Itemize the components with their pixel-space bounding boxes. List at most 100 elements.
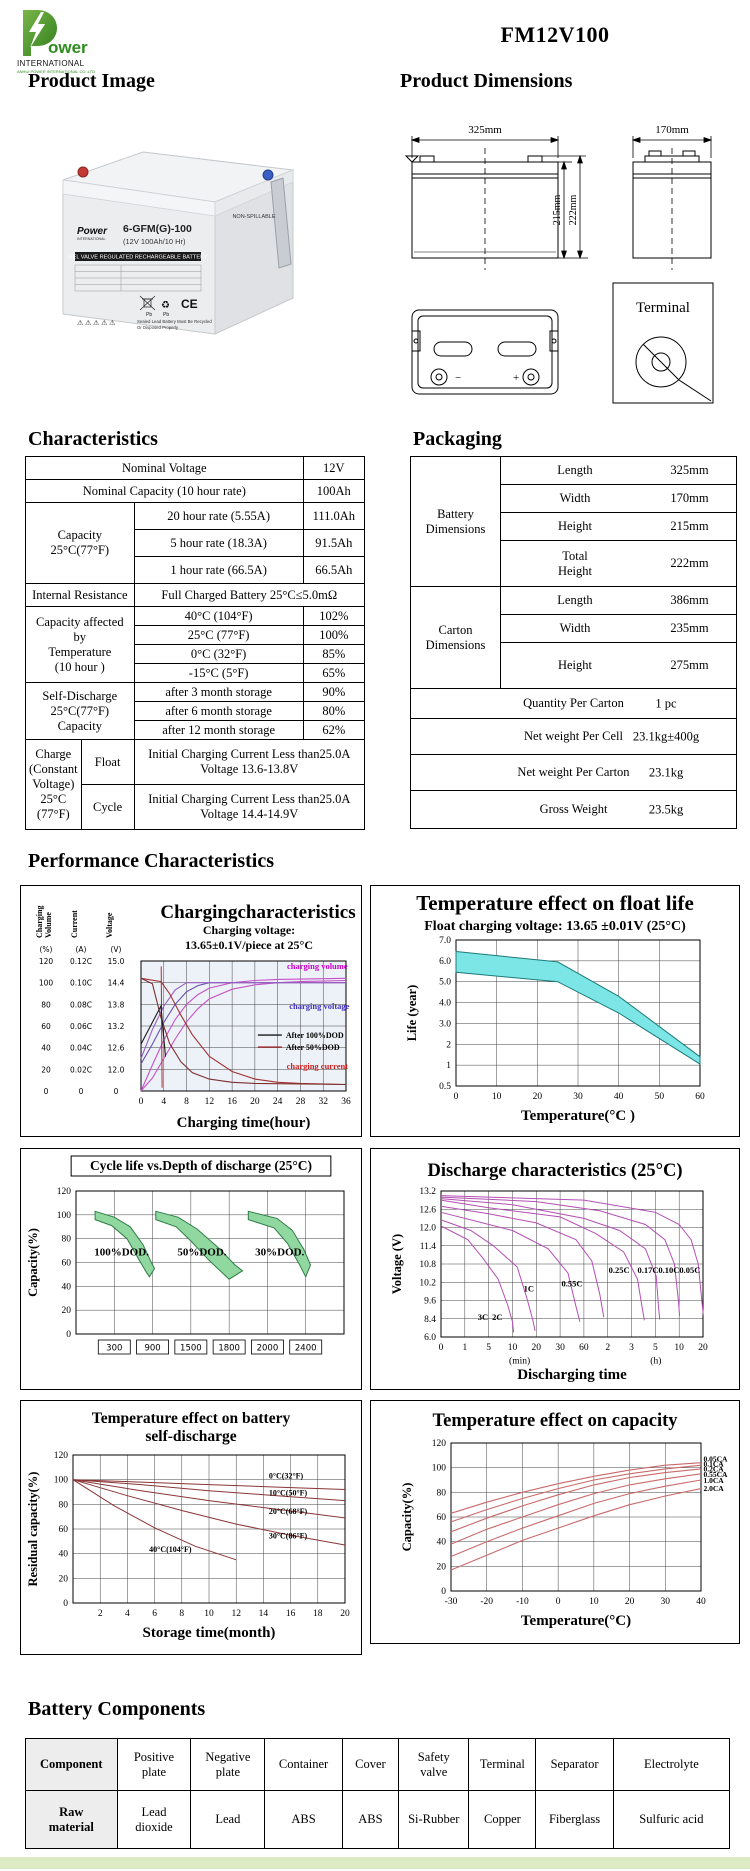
svg-text:2: 2	[446, 1040, 451, 1050]
svg-text:charging voltage: charging voltage	[289, 1001, 349, 1011]
cell: 0°C (32°F)	[133, 644, 304, 664]
svg-text:60: 60	[437, 1513, 447, 1523]
total-height-label: 222mm	[568, 195, 579, 226]
svg-text:10.2: 10.2	[419, 1278, 436, 1288]
svg-text:10°C(50°F): 10°C(50°F)	[269, 1489, 308, 1498]
battery-label: Power INTERNATIONAL 6-GFM(G)-100 (12V 10…	[68, 214, 276, 330]
svg-text:Temperature effect on capacity: Temperature effect on capacity	[432, 1411, 678, 1431]
svg-text:0: 0	[63, 1599, 68, 1609]
svg-text:36: 36	[341, 1097, 351, 1107]
positive-terminal	[77, 166, 89, 178]
svg-text:2400: 2400	[295, 1344, 317, 1354]
pkg-label: Length	[557, 463, 593, 477]
power-international-logo: ower INTERNATIONAL ANHUI POWER INTERNATI…	[17, 10, 95, 74]
cell: 111.0Ah	[302, 502, 366, 530]
label-non-spillable: NON-SPILLABLE	[232, 214, 275, 220]
cell: 40°C (104°F)	[133, 606, 304, 626]
cell: 102%	[302, 606, 366, 626]
section-product-dimensions: Product Dimensions	[400, 70, 573, 92]
svg-text:120: 120	[57, 1187, 72, 1197]
svg-text:0.10C: 0.10C	[70, 979, 92, 988]
svg-text:20: 20	[340, 1609, 350, 1619]
svg-text:60: 60	[62, 1259, 72, 1269]
svg-text:(h): (h)	[650, 1355, 661, 1366]
svg-text:0: 0	[441, 1587, 446, 1597]
svg-text:30%DOD.: 30%DOD.	[255, 1246, 304, 1258]
svg-text:Charging: Charging	[35, 906, 44, 938]
pkg-value: 1 pc	[655, 696, 677, 710]
svg-text:5: 5	[653, 1343, 658, 1353]
svg-text:100%DOD.: 100%DOD.	[94, 1246, 149, 1258]
svg-text:120: 120	[432, 1439, 447, 1449]
svg-text:Discharge characteristics (25°: Discharge characteristics (25°C)	[427, 1161, 682, 1181]
label-spec-box	[74, 264, 202, 292]
cell: 25°C (77°F)	[133, 625, 304, 645]
svg-text:30°C(86°F): 30°C(86°F)	[269, 1532, 308, 1541]
svg-text:80: 80	[437, 1488, 447, 1498]
svg-text:3C: 3C	[478, 1312, 488, 1322]
svg-text:(%): (%)	[40, 945, 53, 954]
section-characteristics: Characteristics	[28, 428, 158, 450]
svg-text:20: 20	[625, 1597, 635, 1607]
svg-text:0.55CA: 0.55CA	[704, 1470, 729, 1479]
svg-text:40°C(104°F): 40°C(104°F)	[149, 1545, 192, 1554]
svg-text:After 50%DOD: After 50%DOD	[286, 1043, 340, 1052]
cell: 66.5Ah	[302, 556, 366, 584]
svg-text:1: 1	[462, 1343, 467, 1353]
svg-text:10: 10	[492, 1092, 502, 1102]
cell: Gross Weight 23.5kg	[410, 790, 737, 829]
svg-text:30: 30	[661, 1597, 671, 1607]
svg-text:16: 16	[227, 1097, 237, 1107]
cell: Terminal	[468, 1738, 537, 1791]
svg-text:2.0CA: 2.0CA	[704, 1484, 725, 1493]
cell: 12V	[302, 456, 366, 480]
cell: -15°C (5°F)	[133, 663, 304, 683]
svg-text:3.0: 3.0	[439, 1019, 451, 1029]
svg-text:12.6: 12.6	[419, 1205, 436, 1215]
cell: Negative plate	[190, 1738, 266, 1791]
svg-text:Cycle life vs.Depth of dischar: Cycle life vs.Depth of discharge (25°C)	[90, 1158, 312, 1173]
svg-text:40: 40	[696, 1597, 706, 1607]
front-width-label: 325mm	[468, 124, 502, 136]
cell: Lead dioxide	[116, 1790, 192, 1849]
label-brand-sub: INTERNATIONAL	[77, 237, 106, 241]
pkg-value: 215mm	[670, 519, 709, 533]
svg-text:1.0CA: 1.0CA	[704, 1476, 725, 1485]
cell: Cover	[341, 1738, 400, 1791]
svg-text:28: 28	[296, 1097, 306, 1107]
float-life-chart: 7.0 6.0 5.0 4.0 3.0 2 1 0.5 Life (year) 0 10 20 30 40…	[405, 891, 705, 1124]
cell: Raw material	[25, 1790, 118, 1849]
svg-text:Volume: Volume	[44, 912, 53, 938]
svg-text:12: 12	[231, 1609, 241, 1619]
svg-text:Temperature(°C): Temperature(°C)	[521, 1613, 631, 1629]
cell: Initial Charging Current Less than25.0A …	[133, 784, 366, 830]
section-performance: Performance Characteristics	[28, 850, 274, 872]
svg-text:20: 20	[437, 1562, 447, 1572]
svg-text:10: 10	[589, 1597, 599, 1607]
cell: Positive plate	[116, 1738, 192, 1791]
svg-text:5: 5	[486, 1343, 491, 1353]
components-table: Component Positive plate Negative plate …	[25, 1738, 731, 1849]
svg-text:50%DOD.: 50%DOD.	[177, 1246, 226, 1258]
svg-text:0.2CA: 0.2CA	[704, 1464, 725, 1473]
ce-mark: CE	[181, 297, 198, 311]
cell: after 3 month storage	[133, 682, 304, 702]
side-dimensions	[631, 136, 713, 158]
cell: Full Charged Battery 25°C≤5.0mΩ	[133, 583, 366, 607]
pkg-label: Net weight Per Cell	[524, 729, 623, 743]
cell: Width 235mm	[500, 614, 737, 643]
svg-text:0.06C: 0.06C	[70, 1022, 92, 1031]
front-dimensions	[410, 136, 588, 260]
svg-text:1800: 1800	[218, 1344, 240, 1354]
pkg-label: Height	[557, 658, 592, 672]
recycle-note-2: Or Disposed Properly	[137, 325, 179, 330]
cell: 65%	[302, 663, 366, 683]
discharge-characteristics-chart: 13.2 12.6 12.0 11.4 10.8 10.2 9.6 8.4 6.0 Voltage…	[390, 1161, 708, 1383]
svg-text:0.04C: 0.04C	[70, 1044, 92, 1053]
pkg-value: 170mm	[670, 491, 709, 505]
cell: Safety valve	[398, 1738, 470, 1791]
svg-text:9.6: 9.6	[424, 1297, 436, 1307]
cell: ABS	[341, 1790, 400, 1849]
svg-text:6.0: 6.0	[424, 1333, 436, 1343]
cell: Cycle	[80, 784, 135, 830]
